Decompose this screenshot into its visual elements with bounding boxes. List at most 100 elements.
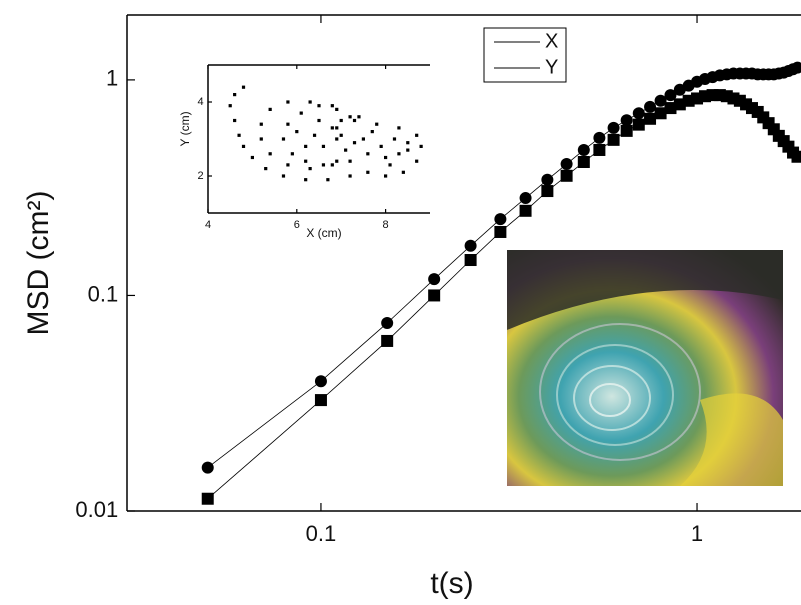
marker <box>644 100 657 113</box>
marker <box>541 185 554 198</box>
legend-label: Y <box>545 56 558 78</box>
x-tick-label: 6 <box>294 219 300 231</box>
marker <box>664 102 677 115</box>
y-tick-label: 2 <box>197 170 203 182</box>
point <box>299 111 303 115</box>
marker <box>607 121 620 134</box>
photo <box>507 250 783 486</box>
y-tick-label: 4 <box>197 96 203 108</box>
point <box>406 148 410 152</box>
marker <box>607 133 620 146</box>
marker <box>494 225 507 238</box>
point <box>339 118 343 123</box>
plots: 0.1 1 0.01 0.1 1 t(s) MSD (cm²) 4 6 8 2 4 X (cm) Y (c… <box>22 14 801 600</box>
legend-label: X <box>545 30 558 52</box>
marker <box>632 107 645 120</box>
point <box>366 170 370 174</box>
marker <box>314 375 327 388</box>
point <box>326 178 330 182</box>
y-axis-title: MSD (cm²) <box>22 191 55 336</box>
point <box>335 126 339 130</box>
point <box>286 100 290 104</box>
point <box>348 174 352 178</box>
y-axis-title: Y (cm) <box>178 111 192 146</box>
point <box>290 152 294 156</box>
point <box>330 163 334 167</box>
point <box>312 133 317 137</box>
legend: XY <box>483 27 567 83</box>
point <box>397 152 401 156</box>
point <box>348 159 352 163</box>
point <box>308 100 312 104</box>
point <box>264 167 268 171</box>
marker <box>577 155 590 168</box>
y-tick-label: 1 <box>106 66 118 91</box>
point <box>415 133 419 137</box>
marker <box>428 273 441 286</box>
point <box>233 118 237 123</box>
point <box>361 137 365 141</box>
marker <box>519 204 532 217</box>
marker <box>541 173 554 186</box>
x-tick-label: 0.1 <box>306 521 337 546</box>
marker <box>577 143 590 156</box>
marker <box>791 150 801 163</box>
marker <box>314 394 327 407</box>
point <box>335 137 339 141</box>
point <box>268 152 272 156</box>
x-axis-title: X (cm) <box>306 226 341 240</box>
point <box>304 144 308 148</box>
marker <box>620 114 633 127</box>
point <box>304 159 308 163</box>
x-tick-label: 1 <box>691 521 703 546</box>
marker <box>560 158 573 171</box>
point <box>228 104 232 108</box>
point <box>335 159 339 163</box>
point <box>339 133 343 137</box>
point <box>241 144 246 148</box>
marker <box>464 254 477 267</box>
marker <box>560 169 573 182</box>
point <box>295 130 299 134</box>
marker <box>494 213 507 226</box>
marker <box>593 143 606 156</box>
marker <box>519 192 532 205</box>
point <box>357 115 361 119</box>
x-axis-title: t(s) <box>430 567 473 600</box>
point <box>388 163 392 167</box>
marker <box>654 107 667 120</box>
point <box>370 130 374 134</box>
point <box>286 122 290 126</box>
point <box>352 141 357 145</box>
point <box>237 133 241 137</box>
point <box>259 137 263 141</box>
marker <box>381 317 394 330</box>
point <box>308 167 312 171</box>
point <box>317 118 321 123</box>
point <box>281 174 286 178</box>
x-tick-label: 8 <box>383 219 389 231</box>
x-tick-label: 4 <box>205 219 211 231</box>
y-tick-label: 0.01 <box>75 497 118 522</box>
point <box>375 122 379 126</box>
point <box>268 107 272 111</box>
point <box>330 126 334 130</box>
marker <box>664 89 677 102</box>
point <box>335 107 339 111</box>
point <box>281 137 286 141</box>
marker <box>644 112 657 125</box>
point <box>419 144 423 148</box>
point <box>344 148 348 152</box>
point <box>384 155 388 160</box>
point <box>379 144 383 148</box>
legend-box <box>483 27 567 83</box>
point <box>286 163 290 167</box>
point <box>330 104 334 108</box>
marker <box>464 239 477 252</box>
point <box>352 118 357 123</box>
y-tick-label: 0.1 <box>88 281 119 306</box>
point <box>250 155 254 160</box>
point <box>233 93 237 97</box>
point <box>366 152 370 156</box>
marker <box>201 492 214 505</box>
